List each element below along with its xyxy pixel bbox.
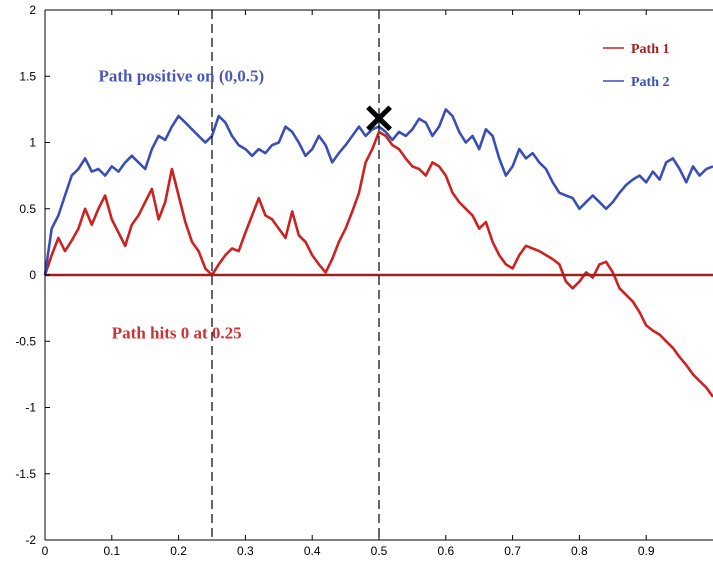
x-tick-label: 0 xyxy=(42,544,49,558)
x-tick-label: 0.4 xyxy=(304,544,321,558)
x-tick-label: 0.1 xyxy=(103,544,120,558)
y-tick-label: -1 xyxy=(25,401,36,415)
series-line-path1 xyxy=(43,130,713,398)
y-tick-label: 2 xyxy=(29,3,36,17)
y-tick-label: 0.5 xyxy=(19,202,36,216)
legend-label-path1: Path 1 xyxy=(631,42,670,57)
x-tick-label: 0.2 xyxy=(170,544,187,558)
annotation-path1: Path hits 0 at 0.25 xyxy=(112,324,242,343)
y-tick-label: 1 xyxy=(29,136,36,150)
y-tick-label: 0 xyxy=(29,268,36,282)
y-tick-label: -1.5 xyxy=(15,467,36,481)
cross-marker: × xyxy=(361,92,398,143)
x-tick-label: 0.6 xyxy=(437,544,454,558)
legend-label-path2: Path 2 xyxy=(631,75,670,90)
x-tick-label: 0.5 xyxy=(371,544,388,558)
annotation-path2: Path positive on (0,0.5) xyxy=(98,67,264,86)
axis-ticks: 0 0.1 0.2 0.3 0.4 0.5 0.6 0.7 0.8 0.9 2 1.5 1 0.5 0 -0.… xyxy=(15,3,655,558)
reference-lines xyxy=(45,10,713,540)
x-tick-label: 0.3 xyxy=(237,544,254,558)
x-tick-label: 0.7 xyxy=(504,544,521,558)
legend: Path 1 Path 2 xyxy=(603,42,670,90)
x-tick-label: 0.8 xyxy=(571,544,588,558)
y-tick-label: -0.5 xyxy=(15,334,36,348)
x-tick-label: 0.9 xyxy=(638,544,655,558)
y-tick-label: 1.5 xyxy=(19,69,36,83)
y-tick-label: -2 xyxy=(25,533,36,547)
